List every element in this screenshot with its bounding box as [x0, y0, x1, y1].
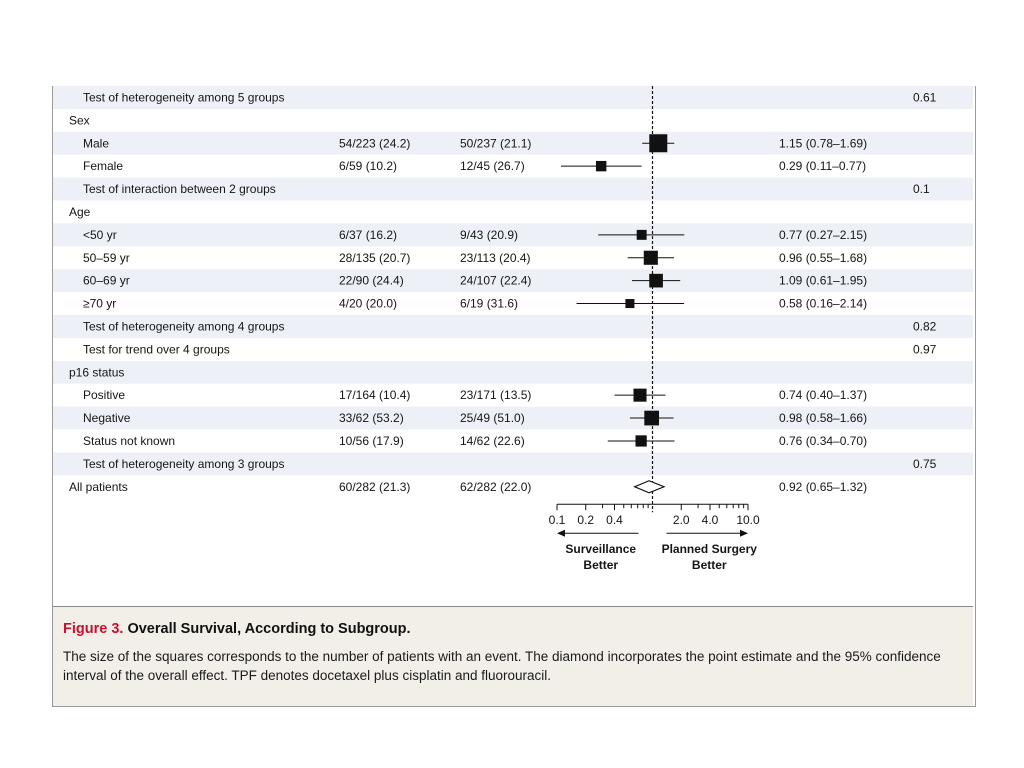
row-label: Test of heterogeneity among 4 groups — [83, 319, 284, 333]
hazard-ratio-text: 0.98 (0.58–1.66) — [779, 411, 867, 425]
row-label: Positive — [83, 388, 125, 402]
row-label: Test of interaction between 2 groups — [83, 182, 276, 196]
row-label: Status not known — [83, 434, 175, 448]
row-shade — [53, 269, 973, 293]
point-estimate-square — [644, 410, 660, 426]
row-shade — [53, 452, 973, 476]
row-label: Sex — [69, 113, 90, 127]
p-value: 0.61 — [913, 90, 937, 104]
row-shade — [53, 406, 973, 430]
row-shade — [53, 315, 973, 338]
overall-diamond — [633, 480, 666, 494]
x-tick-label: 0.2 — [577, 513, 594, 527]
row-label: Test of heterogeneity among 5 groups — [83, 90, 284, 104]
p-value: 0.82 — [913, 319, 937, 333]
row-label: p16 status — [69, 365, 124, 379]
group2-events: 23/113 (20.4) — [460, 251, 531, 265]
caption-figure-label: Figure 3. — [63, 621, 124, 637]
point-estimate-square — [635, 435, 647, 447]
group2-events: 12/45 (26.7) — [460, 159, 525, 173]
group2-events: 50/237 (21.1) — [460, 136, 531, 150]
p-value: 0.75 — [913, 457, 937, 471]
group2-events: 23/171 (13.5) — [460, 388, 531, 402]
p-value: 0.1 — [913, 182, 930, 196]
group1-events: 33/62 (53.2) — [339, 411, 404, 425]
point-estimate-square — [649, 134, 668, 153]
row-shade — [53, 223, 973, 247]
group2-events: 24/107 (22.4) — [460, 274, 531, 288]
row-label: Male — [83, 136, 109, 150]
group2-events: 9/43 (20.9) — [460, 228, 518, 242]
x-tick-label: 0.4 — [606, 513, 623, 527]
left-arrow-head — [557, 529, 565, 537]
caption-title-text: Overall Survival, According to Subgroup. — [123, 621, 411, 637]
group1-events: 6/59 (10.2) — [339, 159, 397, 173]
group1-events: 22/90 (24.4) — [339, 274, 404, 288]
figure-caption: Figure 3. Overall Survival, According to… — [53, 606, 973, 706]
group1-events: 4/20 (20.0) — [339, 297, 397, 311]
row-label: ≥70 yr — [83, 297, 116, 311]
row-label: Test for trend over 4 groups — [83, 342, 230, 356]
hazard-ratio-text: 0.77 (0.27–2.15) — [779, 228, 867, 242]
row-label: All patients — [69, 480, 128, 494]
point-estimate-square — [643, 250, 658, 265]
point-estimate-square — [625, 299, 635, 309]
caption-title: Figure 3. Overall Survival, According to… — [63, 621, 411, 637]
hazard-ratio-text: 0.29 (0.11–0.77) — [779, 159, 866, 173]
right-arrow-head — [740, 529, 748, 537]
point-estimate-square — [649, 273, 663, 288]
group1-events: 60/282 (21.3) — [339, 480, 410, 494]
row-label: Female — [83, 159, 123, 173]
left-direction-label: Surveillance — [565, 542, 636, 556]
group1-events: 17/164 (10.4) — [339, 388, 410, 402]
group2-events: 14/62 (22.6) — [460, 434, 525, 448]
row-label: 60–69 yr — [83, 274, 130, 288]
group1-events: 28/135 (20.7) — [339, 251, 410, 265]
group2-events: 6/19 (31.6) — [460, 297, 518, 311]
row-shade — [53, 131, 973, 155]
group1-events: 10/56 (17.9) — [339, 434, 404, 448]
point-estimate-square — [595, 160, 607, 172]
hazard-ratio-text: 0.76 (0.34–0.70) — [779, 434, 867, 448]
row-shade — [53, 360, 973, 384]
x-tick-label: 0.1 — [549, 513, 566, 527]
right-direction-label: Better — [692, 558, 727, 572]
hazard-ratio-text: 0.74 (0.40–1.37) — [779, 388, 867, 402]
forest-plot-figure: Test of heterogeneity among 5 groups 0.61… — [52, 86, 976, 707]
row-label: Negative — [83, 411, 131, 425]
hazard-ratio-text: 1.15 (0.78–1.69) — [779, 136, 867, 150]
hazard-ratio-text: 0.92 (0.65–1.32) — [779, 480, 867, 494]
left-direction-label: Better — [583, 558, 618, 572]
forest-plot: Test of heterogeneity among 5 groups 0.61… — [53, 86, 973, 572]
group1-events: 54/223 (24.2) — [339, 136, 410, 150]
row-label: Age — [69, 205, 91, 219]
row-shade — [53, 86, 973, 109]
group2-events: 25/49 (51.0) — [460, 411, 525, 425]
caption-body: The size of the squares corresponds to t… — [63, 649, 941, 683]
right-direction-label: Planned Surgery — [662, 542, 758, 556]
x-tick-label: 10.0 — [736, 513, 760, 527]
hazard-ratio-text: 1.09 (0.61–1.95) — [779, 274, 867, 288]
p-value: 0.97 — [913, 342, 937, 356]
row-shade — [53, 177, 973, 201]
point-estimate-square — [633, 388, 647, 402]
point-estimate-square — [636, 229, 647, 240]
row-label: 50–59 yr — [83, 251, 130, 265]
hazard-ratio-text: 0.96 (0.55–1.68) — [779, 251, 867, 265]
row-label: Test of heterogeneity among 3 groups — [83, 457, 284, 471]
group1-events: 6/37 (16.2) — [339, 228, 397, 242]
group2-events: 62/282 (22.0) — [460, 480, 531, 494]
row-label: <50 yr — [83, 228, 117, 242]
hazard-ratio-text: 0.58 (0.16–2.14) — [779, 297, 867, 311]
x-tick-label: 4.0 — [702, 513, 719, 527]
x-tick-label: 2.0 — [673, 513, 690, 527]
